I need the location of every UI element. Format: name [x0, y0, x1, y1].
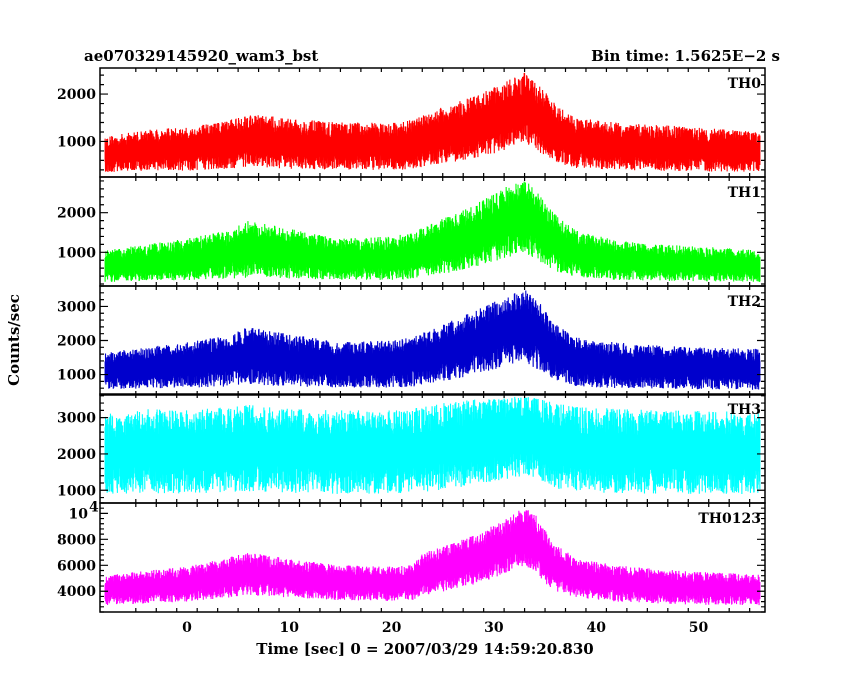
- x-axis-label: Time [sec] 0 = 2007/03/29 14:59:20.830: [256, 640, 593, 658]
- panel-label-th2: TH2: [728, 294, 761, 310]
- series-th0: [104, 72, 761, 172]
- y-tick-label-top: 10: [69, 506, 89, 522]
- y-tick-label: 6000: [57, 558, 96, 574]
- panel-label-th3: TH3: [728, 402, 761, 418]
- series-th1: [104, 181, 761, 282]
- y-tick-label: 3000: [57, 411, 96, 427]
- y-tick-label: 1000: [57, 245, 96, 261]
- panel-ticks: [100, 285, 765, 396]
- series-th3: [104, 396, 761, 495]
- y-tick-exponent: 4: [89, 499, 99, 515]
- x-tick-label: 50: [689, 620, 709, 636]
- bin-time-label: Bin time: 1.5625E−2 s: [591, 47, 780, 65]
- panel-th2: 1000 2000 3000 TH2: [57, 285, 766, 396]
- series-th0123: [104, 510, 761, 606]
- x-tick-label: 40: [586, 620, 606, 636]
- x-tick-label: 20: [382, 620, 402, 636]
- panel-th0: 1000 2000 TH0: [57, 67, 766, 178]
- y-tick-label: 1000: [57, 483, 96, 499]
- panel-label-th0123: TH0123: [698, 511, 761, 527]
- y-tick-label: 2000: [57, 334, 96, 350]
- x-tick-label: 10: [280, 620, 300, 636]
- panel-ticks: [100, 177, 765, 286]
- series-th2: [104, 290, 761, 390]
- panel-ticks: [100, 68, 765, 177]
- y-tick-label: 3000: [57, 299, 96, 315]
- panel-label-th0: TH0: [728, 76, 762, 92]
- y-tick-label: 4000: [57, 584, 96, 600]
- panel-frame: [99, 502, 766, 613]
- y-tick-label: 2000: [57, 87, 96, 103]
- y-tick-label: 1000: [57, 135, 96, 151]
- panel-label-th1: TH1: [728, 185, 761, 201]
- y-tick-label: 8000: [57, 532, 96, 548]
- panel-th3: 1000 2000 3000 TH3: [57, 393, 766, 504]
- panel-th1: 1000 2000 TH1: [57, 176, 766, 287]
- panel-ticks: [100, 502, 765, 613]
- chart-title: ae070329145920_wam3_bst: [84, 47, 318, 65]
- y-tick-label: 2000: [57, 206, 96, 222]
- panel-th0123: 4000 6000 8000 10 4 TH0123: [57, 499, 766, 613]
- y-tick-label: 2000: [57, 447, 96, 463]
- y-axis-label: Counts/sec: [5, 294, 23, 386]
- x-axis: 0 10 20 30 40 50: [182, 620, 708, 636]
- y-tick-label: 1000: [57, 368, 96, 384]
- x-tick-label: 0: [182, 620, 192, 636]
- x-tick-label: 30: [484, 620, 504, 636]
- panel-ticks: [100, 394, 765, 503]
